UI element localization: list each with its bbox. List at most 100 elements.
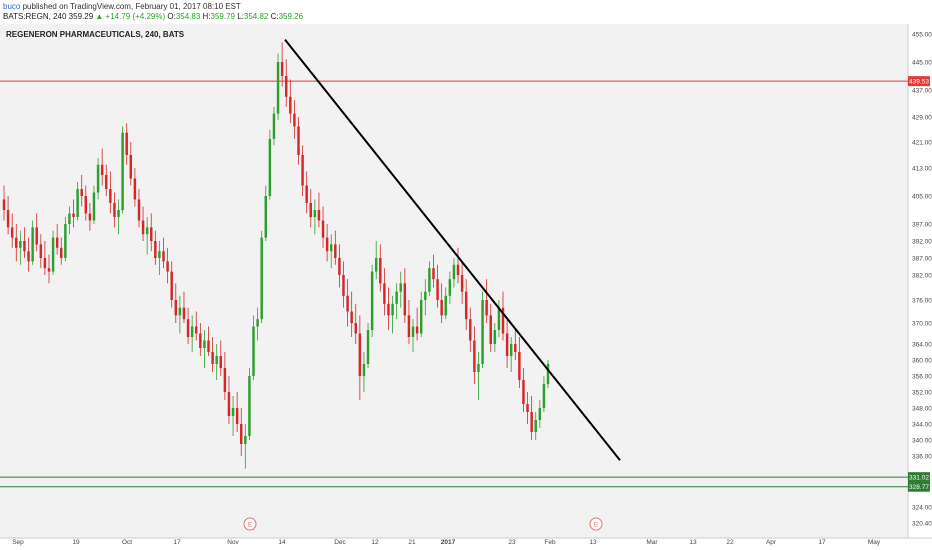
candle-down (301, 155, 304, 186)
horizontal-levels (0, 80, 908, 488)
candle-down (305, 185, 308, 203)
candle-down (100, 164, 104, 175)
candle-up (399, 283, 402, 292)
candle-down (174, 300, 178, 316)
candle-down (211, 352, 214, 364)
candle-up (158, 251, 161, 258)
trendline-group[interactable] (284, 38, 621, 461)
ohlc-legend: BATS:REGN, 240 359.29 ▲ +14.79 (+4.29%) … (3, 12, 303, 21)
candle-down (23, 241, 26, 252)
candle-up (329, 244, 333, 252)
candle-down (43, 258, 47, 269)
candle-down (530, 412, 533, 432)
candle-up (444, 295, 447, 316)
publisher-username[interactable]: buco (3, 2, 21, 11)
price-tag-bg (908, 481, 930, 492)
candle-down (199, 333, 202, 348)
candle-down (338, 258, 341, 275)
candle-down (460, 275, 464, 292)
candle-up (538, 408, 542, 420)
candle-down (47, 268, 51, 272)
time-tick-label: 17 (818, 539, 826, 546)
candle-up (76, 189, 79, 217)
candle-down (141, 220, 145, 235)
candle-down (125, 132, 128, 155)
time-tick-label: May (868, 539, 881, 546)
time-tick-label: Apr (766, 539, 777, 546)
candle-down (72, 213, 75, 217)
candle-down (6, 210, 10, 228)
candle-up (268, 138, 272, 196)
candle-up (313, 210, 317, 217)
candle-down (522, 380, 525, 404)
candle-up (428, 268, 431, 292)
earnings-marker-label: E (594, 522, 599, 529)
candle-up (534, 420, 537, 432)
candle-down (35, 227, 38, 245)
earnings-marker-label: E (248, 522, 253, 529)
candle-up (215, 356, 218, 364)
price-tick-label: 387.00 (912, 256, 932, 263)
candle-down (162, 251, 165, 262)
candle-up (68, 213, 71, 224)
candle-down (88, 213, 92, 221)
candle-up (260, 237, 263, 320)
candle-up (272, 113, 276, 139)
candle-down (133, 178, 137, 200)
candle-down (10, 227, 14, 238)
candle-up (411, 326, 415, 337)
trendline[interactable] (284, 38, 621, 461)
publisher-header: buco published on TradingView.com, Febru… (3, 2, 241, 11)
price-change: +14.79 (+4.29%) (105, 12, 166, 21)
high-label: H: (202, 12, 211, 21)
price-tick-label: 336.00 (912, 454, 932, 461)
candle-down (309, 203, 312, 217)
candle-down (342, 275, 345, 296)
price-tick-label: 421.00 (912, 140, 932, 147)
candle-down (464, 291, 468, 320)
time-tick-label: 21 (408, 539, 416, 546)
candle-down (227, 392, 231, 416)
candle-up (64, 224, 67, 258)
candle-down (354, 323, 357, 334)
price-tick-label: 356.00 (912, 374, 932, 381)
candle-up (374, 258, 378, 272)
candle-down (166, 261, 169, 272)
price-tick-label: 397.00 (912, 222, 932, 229)
candle-down (280, 62, 284, 76)
candle-down (219, 356, 223, 368)
candle-down (186, 319, 190, 337)
time-axis[interactable]: Sep 19 Oct 17 Nov 14 Dec 12 21 2017 23 Feb 13 Mar 13 22… (12, 539, 881, 546)
candle-down (440, 300, 443, 316)
candle-up (19, 241, 22, 248)
high-value: 359.79 (210, 12, 235, 21)
time-tick-label: Feb (544, 539, 556, 546)
price-tick-label: 413.00 (912, 166, 932, 173)
candle-up (248, 376, 251, 436)
price-tags: 439.53 331.02 328.77 (908, 76, 930, 492)
price-axis[interactable]: 455.00 445.00 437.00 429.00 421.00 413.00 405.… (912, 32, 932, 528)
candle-down (84, 196, 88, 214)
candle-up (493, 330, 497, 344)
candle-down (436, 279, 439, 300)
time-tick-label: Oct (122, 539, 132, 546)
price-tick-label: 392.00 (912, 239, 932, 246)
up-arrow-icon: ▲ (95, 12, 104, 21)
candle-down (235, 408, 239, 424)
candle-up (546, 364, 550, 384)
time-tick-label: 23 (508, 539, 516, 546)
candle-down (334, 244, 337, 258)
low-value: 354.82 (243, 12, 269, 21)
time-tick-label: Mar (646, 539, 658, 546)
time-tick-label: 19 (72, 539, 80, 546)
candle-up (264, 196, 268, 238)
candle-up (252, 326, 255, 376)
publish-info: published on TradingView.com, February 0… (22, 2, 241, 11)
candle-down (105, 175, 108, 189)
candle-up (477, 364, 480, 372)
earnings-marker-circle[interactable] (589, 517, 603, 531)
earnings-marker-circle[interactable] (243, 517, 257, 531)
price-tick-label: 344.00 (912, 422, 932, 429)
